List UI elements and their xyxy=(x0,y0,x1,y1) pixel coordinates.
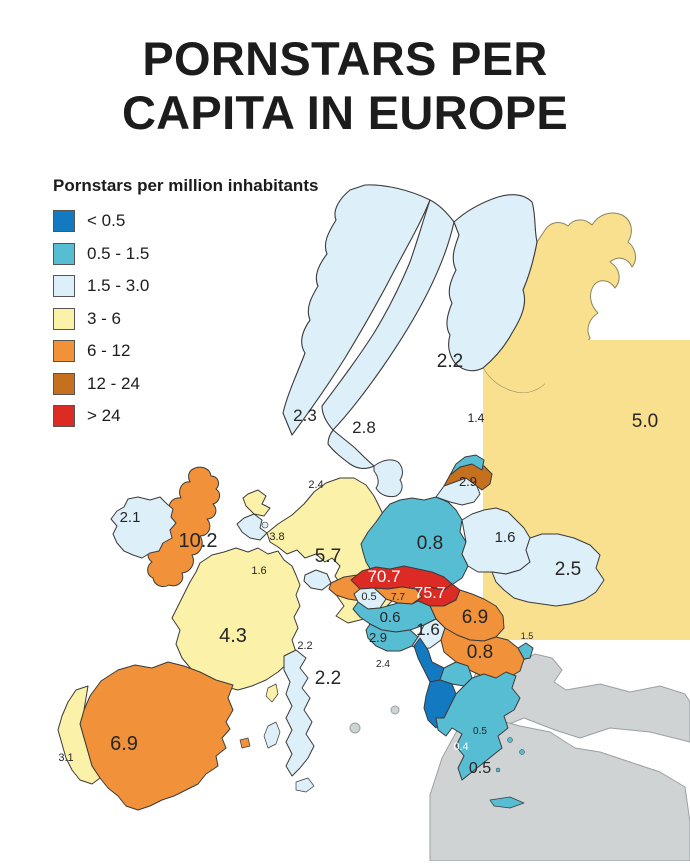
svg-text:2.8: 2.8 xyxy=(352,418,376,437)
svg-text:0.5: 0.5 xyxy=(469,760,491,777)
svg-text:1.6: 1.6 xyxy=(495,529,516,546)
svg-text:2.4: 2.4 xyxy=(308,479,323,491)
svg-text:2.1: 2.1 xyxy=(120,509,141,526)
svg-text:0.5: 0.5 xyxy=(361,591,376,603)
svg-text:6.9: 6.9 xyxy=(110,733,138,755)
svg-text:2.2: 2.2 xyxy=(437,351,463,372)
svg-text:13: 13 xyxy=(469,439,483,454)
svg-text:1.6: 1.6 xyxy=(251,565,266,577)
svg-text:6.9: 6.9 xyxy=(462,607,488,628)
svg-text:0.8: 0.8 xyxy=(467,642,493,663)
svg-text:2.5: 2.5 xyxy=(555,559,581,580)
svg-text:2.9: 2.9 xyxy=(369,630,387,645)
svg-text:75.7: 75.7 xyxy=(414,585,445,602)
svg-text:4.3: 4.3 xyxy=(219,625,247,647)
svg-text:2.9: 2.9 xyxy=(459,474,477,489)
svg-text:7.7: 7.7 xyxy=(391,592,405,603)
svg-text:0.5: 0.5 xyxy=(473,726,487,737)
svg-text:2.4: 2.4 xyxy=(376,659,390,670)
svg-text:0.8: 0.8 xyxy=(417,533,443,554)
svg-text:2.2: 2.2 xyxy=(297,640,312,652)
svg-text:10.2: 10.2 xyxy=(179,530,218,552)
svg-text:1.4: 1.4 xyxy=(468,411,485,425)
svg-text:0.4: 0.4 xyxy=(453,741,468,753)
svg-text:2.2: 2.2 xyxy=(315,668,341,689)
svg-text:1.6: 1.6 xyxy=(416,620,440,639)
svg-text:3.1: 3.1 xyxy=(58,752,73,764)
svg-text:70.7: 70.7 xyxy=(367,567,400,586)
svg-text:0.6: 0.6 xyxy=(380,609,401,626)
svg-text:5.0: 5.0 xyxy=(632,411,658,432)
svg-text:2.3: 2.3 xyxy=(293,406,317,425)
svg-text:5.7: 5.7 xyxy=(315,546,341,567)
svg-text:3.8: 3.8 xyxy=(269,531,284,543)
svg-text:1.5: 1.5 xyxy=(521,631,534,641)
